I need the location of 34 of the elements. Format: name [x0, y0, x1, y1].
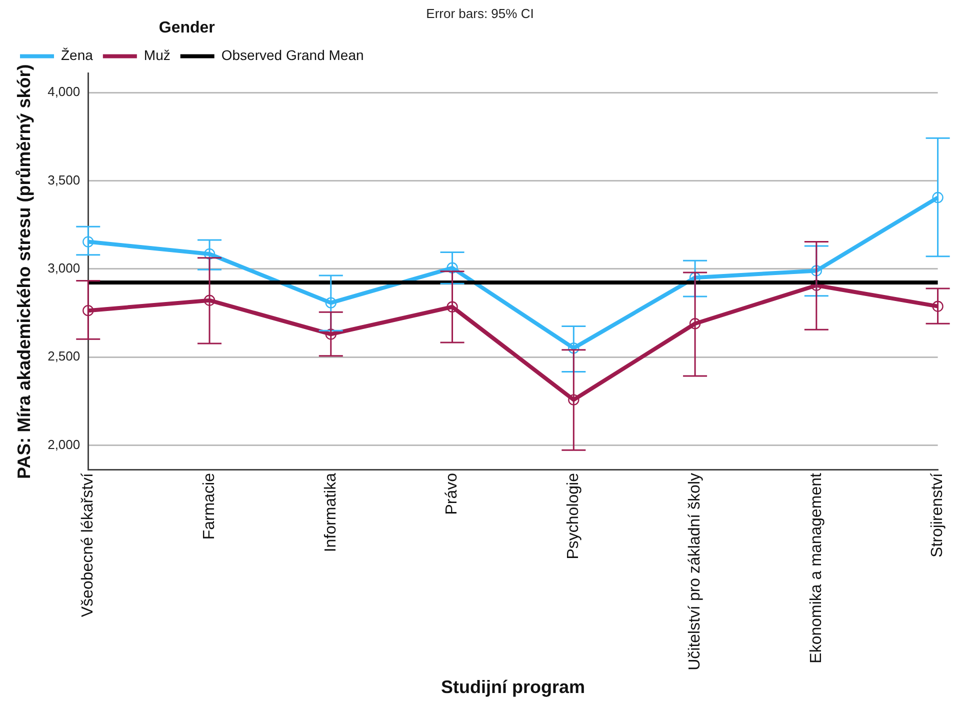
- y-tick-label: 3,000: [48, 260, 80, 276]
- point: [568, 394, 580, 406]
- point: [932, 300, 944, 312]
- x-tick-label: Právo: [444, 472, 461, 515]
- x-tick-label: Psychologie: [565, 472, 582, 560]
- point: [932, 192, 944, 204]
- y-tick-label: 3,500: [48, 172, 80, 188]
- point: [325, 297, 336, 308]
- point: [568, 342, 580, 354]
- point: [82, 236, 94, 248]
- x-tick-label: Ekonomika a management: [808, 472, 825, 664]
- point: [204, 294, 216, 306]
- point: [689, 318, 701, 330]
- y-tick-label: 2,000: [48, 436, 80, 452]
- point: [446, 301, 458, 312]
- point: [204, 248, 216, 260]
- legend-label: Observed Grand Mean: [221, 47, 364, 64]
- y-axis-title: PAS: Míra akademického stresu (průměrný skór): [14, 64, 34, 480]
- text: Error bars: 95% CI: [425, 6, 535, 21]
- legend-title: Gender: [158, 19, 215, 36]
- x-axis-title: Studijní program: [440, 677, 585, 698]
- y-tick-label: 4,000: [48, 84, 80, 100]
- x-tick-label: Farmacie: [200, 472, 218, 540]
- point: [325, 328, 336, 340]
- legend-label: Muž: [144, 47, 170, 64]
- point: [82, 304, 94, 316]
- y-tick-label: 2,500: [48, 348, 80, 364]
- x-tick-label: Strojirenství: [929, 472, 946, 558]
- point: [810, 265, 822, 276]
- x-tick-label: Informatika: [322, 472, 340, 552]
- x-tick-label: Učitelství pro základní školy: [686, 472, 704, 670]
- legend-label: Žena: [61, 47, 94, 64]
- x-tick-label: Všeobecné lékařství: [80, 472, 97, 618]
- point: [446, 262, 458, 274]
